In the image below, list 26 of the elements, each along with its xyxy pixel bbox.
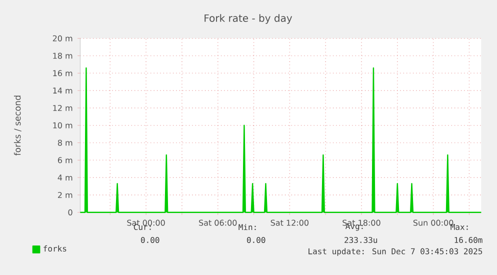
x-tick-label: Sun 00:00: [413, 220, 454, 226]
y-tick-label: 20 m: [52, 35, 72, 42]
y-tick-label: 4 m: [58, 174, 72, 180]
y-tick-label: 12 m: [53, 104, 72, 111]
x-tick-label: Sat 12:00: [270, 220, 308, 226]
y-tick-label: 16 m: [53, 70, 72, 76]
text: Max:: [450, 224, 468, 230]
chart-title: Fork rate - by day: [204, 14, 292, 24]
x-tick-label: Sat 00:00: [127, 220, 165, 226]
y-tick-label: 8 m: [58, 140, 72, 146]
y-axis-title: forks / second: [14, 96, 22, 156]
text: 0.00: [141, 236, 160, 244]
text: 0.00: [246, 236, 266, 244]
y-tick-label: 18 m: [53, 52, 72, 59]
x-tick-label: Sat 06:00: [199, 220, 237, 226]
y-tick-label: 6 m: [58, 157, 72, 164]
y-tick-label: 2 m: [58, 192, 72, 198]
text: Min:: [238, 224, 256, 230]
text: 233.33u: [344, 236, 378, 244]
text: 16.60m: [454, 236, 482, 244]
y-tick-label: 0: [68, 209, 72, 216]
y-tick-label: 10 m: [53, 122, 72, 128]
y-tick-label: 14 m: [53, 88, 72, 94]
legend-label: forks: [44, 245, 66, 252]
text: Last update: Sun Dec 7 03:45:03 2025: [308, 248, 482, 256]
text: Cur:: [134, 224, 151, 230]
